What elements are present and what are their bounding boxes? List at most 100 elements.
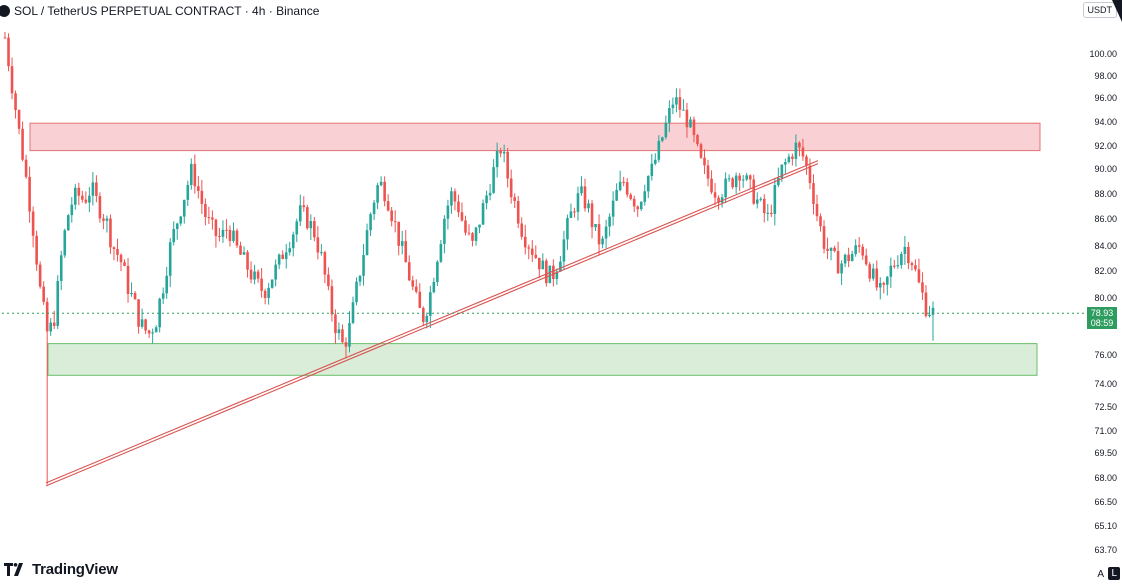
candle-body [734,175,738,188]
candle-body [843,254,847,264]
candle-body [861,246,864,256]
support-zone[interactable] [47,343,1038,376]
candle-body [443,218,446,244]
corner-flag-icon [1112,0,1122,22]
log-scale-button[interactable]: L [1108,567,1120,580]
candle-body [878,282,882,288]
axis-currency-label[interactable]: USDT [1082,2,1117,18]
candle-body [864,255,868,265]
price-tick-label: 76.00 [1094,350,1117,360]
candle-body [323,252,327,275]
candle-body [74,187,77,205]
candle-body [14,93,17,111]
candle-body [450,191,453,206]
candle-body [274,264,277,280]
candle-body [109,218,112,248]
candle-body [481,203,485,225]
candle-body [302,205,306,208]
candle-body [313,221,316,238]
candle-body [379,181,383,186]
candle-body [520,223,524,237]
candle-body [643,191,647,202]
candle-body [158,298,161,328]
candle-body [896,265,900,267]
candle-body [836,250,840,274]
candle-body [738,175,741,181]
candle-body [502,151,506,154]
candle-body [808,165,812,184]
candle-body [98,196,102,219]
candle-body [344,342,348,347]
candle-body [414,286,418,292]
candle-body [622,181,625,183]
candle-body [822,226,826,249]
candle-body [281,254,284,259]
candle-body [710,178,713,193]
candle-body [784,162,787,165]
candle-body [759,198,763,200]
candle-body [741,179,745,181]
candle-body [671,104,675,109]
candle-body [724,178,727,198]
candle-body [731,178,734,188]
candle-body [812,183,815,205]
trendline[interactable] [45,160,819,484]
candle-body [277,254,281,265]
candle-body [161,293,165,299]
candle-body [654,159,657,164]
candle-body [460,212,464,221]
candle-body [393,221,397,223]
candle-body [351,302,355,323]
price-tick-label: 72.50 [1094,402,1117,412]
tradingview-logo[interactable]: TradingView [4,561,118,578]
candle-body [798,142,801,148]
candle-body [400,241,404,246]
auto-scale-button[interactable]: A [1097,569,1104,580]
candle-body [773,185,777,214]
candle-body [165,275,168,294]
candle-body [527,247,531,249]
candle-body [573,211,576,213]
candle-body [429,292,432,316]
resistance-zone[interactable] [29,122,1041,152]
candle-body [509,178,513,198]
candle-body [857,245,861,247]
candle-body [112,247,116,250]
candle-body [815,204,819,217]
candle-body [618,181,622,190]
candle-body [625,182,629,195]
candle-body [555,271,559,280]
candle-body [485,195,488,204]
candle-body [777,177,780,186]
price-tick-label: 68.00 [1094,473,1117,483]
candle-body [745,175,748,180]
candle-body [376,185,379,203]
candle-body [306,207,309,229]
candle-body [126,265,130,295]
candle-body [854,245,857,254]
candle-body [172,229,176,243]
candle-body [348,322,351,347]
candle-body [587,203,590,209]
candle-body [386,201,390,211]
candle-body [928,314,931,317]
candle-body [372,202,376,215]
candle-body [211,217,214,220]
trendline[interactable] [45,163,819,487]
candle-body [488,192,492,196]
candle-body [337,329,341,334]
candle-body [580,186,583,194]
candle-body [418,291,422,308]
candle-body [200,190,204,204]
candle-body [242,252,246,255]
candles [3,31,935,485]
candle-body [611,200,615,217]
candle-body [548,265,552,284]
candle-body [868,264,872,279]
candle-body [464,220,467,233]
price-tick-label: 80.00 [1094,293,1117,303]
candle-body [576,193,580,212]
candle-body [362,255,365,276]
candle-body [10,66,14,94]
